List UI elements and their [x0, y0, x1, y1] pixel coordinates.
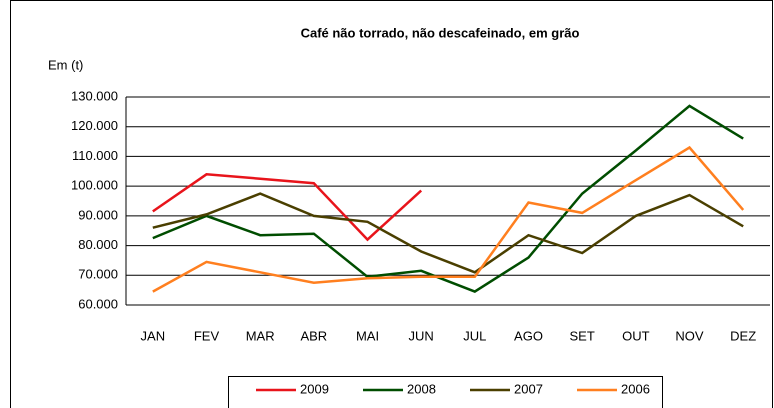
y-tick-label: 110.000	[72, 148, 118, 163]
x-tick-label: FEV	[194, 328, 220, 343]
series-line	[152, 145, 745, 293]
x-tick-label: JUN	[409, 328, 434, 343]
y-tick-label: 70.000	[78, 267, 118, 282]
y-tick-label: 80.000	[78, 237, 118, 252]
y-tick-label: 130.000	[71, 88, 118, 103]
legend-label: 2008	[407, 381, 436, 396]
x-tick-label: NOV	[675, 328, 704, 343]
x-tick-label: OUT	[622, 328, 650, 343]
x-tick-label: ABR	[300, 328, 327, 343]
y-tick-label: 100.000	[71, 178, 118, 193]
chart-title: Café não torrado, não descafeinado, em g…	[301, 25, 580, 40]
legend-label: 2007	[514, 381, 543, 396]
legend-label: 2006	[621, 381, 650, 396]
legend-box	[228, 376, 663, 408]
x-tick-label: MAI	[356, 328, 379, 343]
x-tick-label: SET	[570, 328, 595, 343]
series-line	[152, 104, 744, 293]
x-tick-label: AGO	[514, 328, 543, 343]
series-line	[152, 192, 744, 274]
y-tick-label: 120.000	[71, 118, 118, 133]
x-tick-label: DEZ	[730, 328, 756, 343]
chart-frame	[10, 0, 773, 408]
y-axis-label: Em (t)	[48, 57, 83, 72]
x-tick-label: MAR	[246, 328, 275, 343]
x-tick-label: JAN	[141, 328, 166, 343]
series-line	[152, 173, 423, 242]
x-tick-label: JUL	[463, 328, 486, 343]
y-tick-label: 60.000	[78, 296, 118, 311]
legend-label: 2009	[300, 381, 329, 396]
y-tick-label: 90.000	[78, 207, 118, 222]
